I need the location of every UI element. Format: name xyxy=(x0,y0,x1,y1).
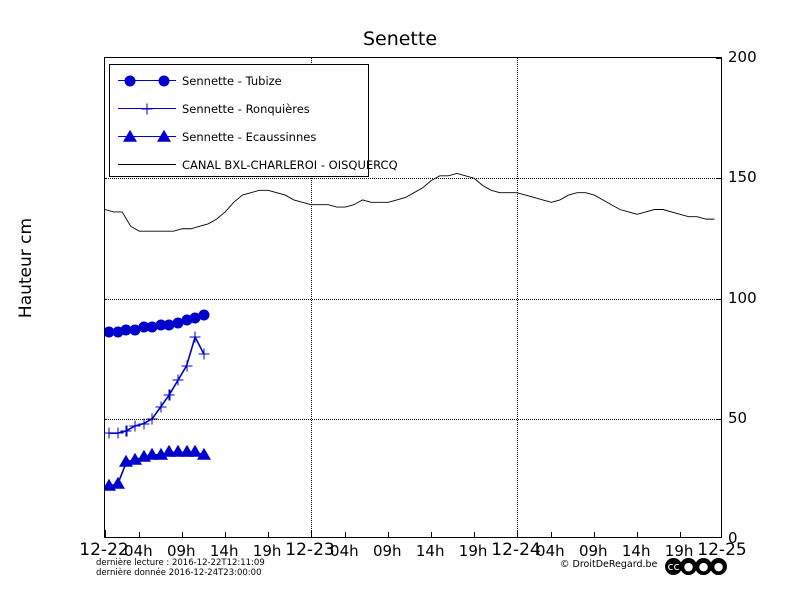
x-tick-label-minor: 19h xyxy=(458,542,488,560)
legend-item-canal[interactable]: CANAL BXL-CHARLEROI - OISQUERCQ xyxy=(110,151,398,179)
data-point-marker xyxy=(181,314,193,326)
data-point-marker xyxy=(120,425,132,437)
data-point-marker xyxy=(198,348,210,360)
data-point-marker xyxy=(155,401,167,413)
copyright-text: © DroitDeRegard.be xyxy=(560,559,658,570)
x-tick-mark-major xyxy=(517,530,518,537)
data-point-marker xyxy=(138,321,150,333)
x-tick-mark xyxy=(182,532,184,537)
data-point-marker xyxy=(198,309,210,321)
data-point-marker xyxy=(146,321,158,333)
data-point-marker xyxy=(189,331,201,343)
x-tick-mark xyxy=(139,532,141,537)
y-tick-label: 0 xyxy=(728,529,738,547)
data-point-marker xyxy=(172,317,184,329)
legend-item-tubize[interactable]: Sennette - Tubize xyxy=(110,67,368,95)
x-tick-label-minor: 14h xyxy=(209,542,239,560)
legend: Sennette - Tubize Sennette - Ronquières … xyxy=(109,64,398,179)
data-point-marker xyxy=(155,319,167,331)
y-axis-label: Hauteur cm xyxy=(16,217,36,319)
legend-marker-plus xyxy=(118,95,176,123)
gridline-horizontal xyxy=(105,178,721,180)
legend-label-ecaussinnes: Sennette - Ecaussinnes xyxy=(182,130,317,144)
page-title: Senette xyxy=(362,28,438,50)
y-tick-label: 100 xyxy=(728,288,757,307)
y-tick-label: 150 xyxy=(728,168,757,187)
data-point-marker xyxy=(189,312,201,324)
legend-marker-circle xyxy=(118,67,176,95)
creative-commons-badge[interactable]: cc ● ● ● BY NC SA xyxy=(665,556,727,578)
footer-left: dernière lecture : 2016-12-22T12:11:09 d… xyxy=(96,558,265,578)
x-tick-mark xyxy=(551,532,553,537)
data-point-marker xyxy=(181,360,193,372)
x-tick-label-minor: 14h xyxy=(415,542,445,560)
data-point-marker xyxy=(105,427,115,439)
legend-label-ronquieres: Sennette - Ronquières xyxy=(182,102,310,116)
x-tick-mark xyxy=(388,532,390,537)
plot-area xyxy=(104,57,722,538)
x-tick-label-major: 12-23 xyxy=(285,540,335,560)
legend-item-ecaussinnes[interactable]: Sennette - Ecaussinnes xyxy=(110,123,368,151)
data-point-marker xyxy=(105,326,115,338)
data-point-marker xyxy=(112,427,124,439)
gridline-vertical xyxy=(311,58,312,537)
data-point-marker xyxy=(105,478,117,491)
data-point-marker xyxy=(196,447,211,460)
x-tick-label-major: 12-25 xyxy=(697,540,747,560)
y-tick-mark xyxy=(716,298,721,300)
x-tick-mark xyxy=(268,532,270,537)
legend-marker-triangle xyxy=(118,123,176,151)
legend-label-canal: CANAL BXL-CHARLEROI - OISQUERCQ xyxy=(182,158,398,172)
y-tick-mark xyxy=(716,58,721,59)
x-tick-mark xyxy=(474,532,476,537)
legend-label-tubize: Sennette - Tubize xyxy=(182,74,282,88)
data-point-marker xyxy=(129,324,141,336)
data-point-marker xyxy=(120,324,132,336)
x-tick-mark-major xyxy=(311,530,312,537)
x-tick-label-minor: 04h xyxy=(124,542,153,560)
y-tick-label: 200 xyxy=(728,48,757,66)
data-point-marker xyxy=(172,374,184,386)
y-tick-label: 50 xyxy=(728,408,748,427)
x-tick-label-minor: 04h xyxy=(330,542,359,560)
x-tick-label-minor: 19h xyxy=(252,542,282,560)
gridline-horizontal xyxy=(105,418,721,420)
legend-item-ronquieres[interactable]: Sennette - Ronquières xyxy=(110,95,368,123)
x-tick-label-minor: 04h xyxy=(536,542,565,560)
x-tick-label-minor: 09h xyxy=(372,542,402,560)
legend-marker-line xyxy=(118,151,176,179)
gridline-vertical xyxy=(517,58,518,537)
last-data-text: dernière donnée 2016-12-24T23:00:00 xyxy=(96,568,262,578)
x-tick-mark xyxy=(637,532,639,537)
x-tick-label-major: 12-24 xyxy=(491,540,541,560)
y-tick-mark xyxy=(716,178,721,180)
x-tick-mark-major xyxy=(105,530,106,537)
x-tick-mark xyxy=(594,532,596,537)
series-line xyxy=(105,172,715,232)
data-point-marker xyxy=(110,476,125,489)
x-tick-label-major: 12-22 xyxy=(79,540,129,560)
x-tick-label-minor: 09h xyxy=(578,542,608,560)
x-tick-mark xyxy=(431,532,433,537)
gridline-horizontal xyxy=(105,298,721,300)
data-point-marker xyxy=(112,326,124,338)
x-tick-label-minor: 14h xyxy=(621,542,651,560)
data-point-marker xyxy=(163,389,175,401)
data-point-marker xyxy=(138,418,150,430)
x-tick-mark xyxy=(225,532,227,537)
y-tick-mark xyxy=(716,418,721,420)
x-tick-mark xyxy=(345,532,347,537)
x-tick-mark xyxy=(680,532,682,537)
x-tick-label-minor: 19h xyxy=(664,542,694,560)
data-point-marker xyxy=(129,420,141,432)
x-tick-label-minor: 09h xyxy=(166,542,196,560)
data-point-marker xyxy=(163,319,175,331)
last-read-text: dernière lecture : 2016-12-22T12:11:09 xyxy=(96,558,265,568)
